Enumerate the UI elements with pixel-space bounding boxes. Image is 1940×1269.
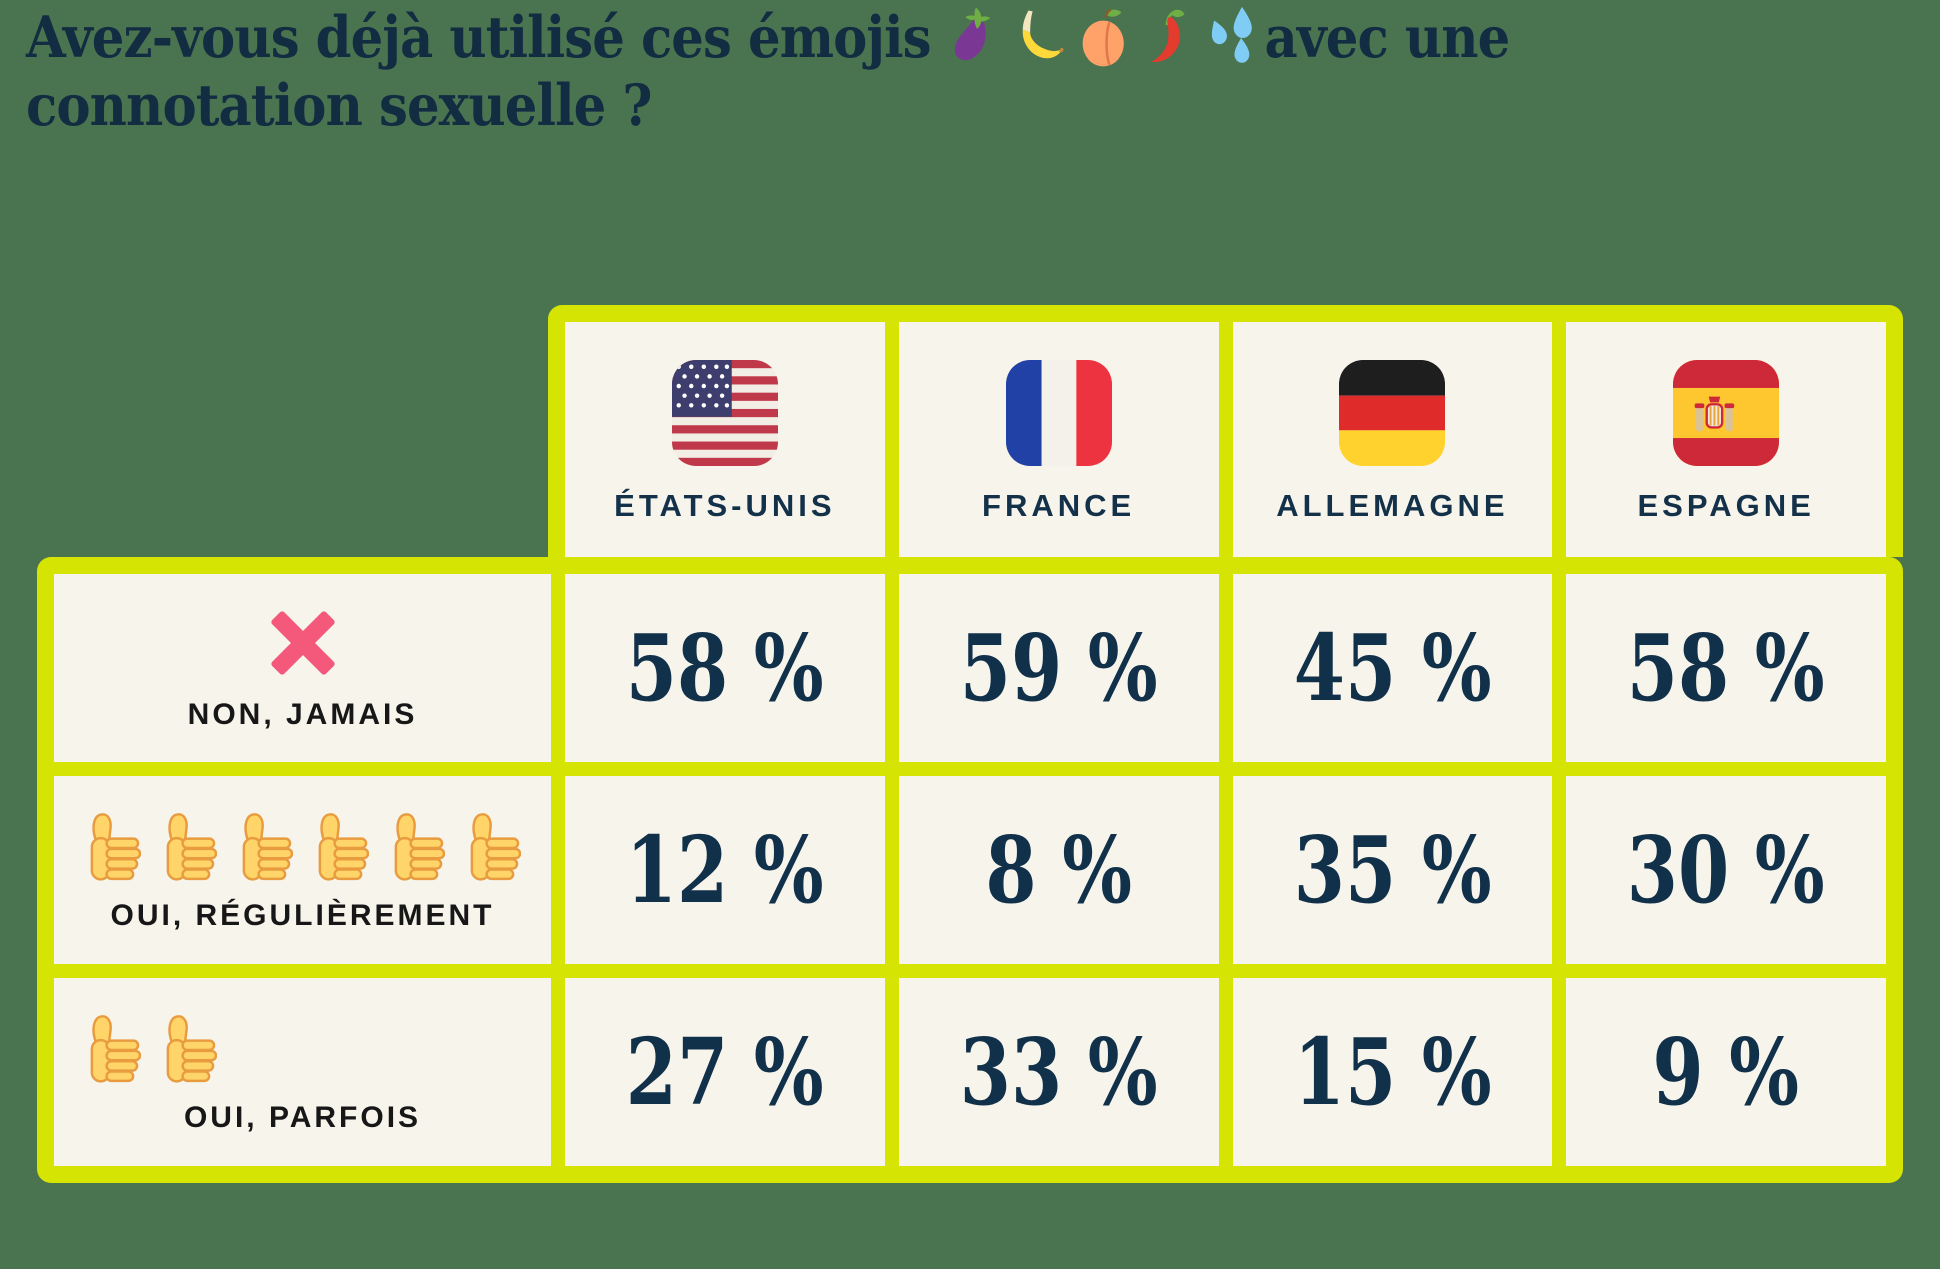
title-line-1: Avez-vous déjà utilisé ces émojis <box>26 4 1511 72</box>
value-text: 33 % <box>959 1018 1158 1126</box>
thumbs-up-icon <box>166 813 217 881</box>
value-oui-regulierement-etats-unis: 12 % <box>565 776 885 964</box>
thumbs-up-icon <box>166 1015 217 1083</box>
value-non-jamais-france: 59 % <box>898 574 1219 762</box>
column-header-label: ALLEMAGNE <box>1276 487 1509 523</box>
thumbs-up-icon <box>394 813 445 881</box>
thumbs-up-icon <box>90 1015 141 1083</box>
page-title: Avez-vous déjà utilisé ces émojis <box>26 4 1674 140</box>
value-oui-regulierement-espagne: 30 % <box>1566 776 1886 964</box>
value-oui-parfois-espagne: 9 % <box>1566 978 1886 1166</box>
value-text: 8 % <box>985 816 1133 924</box>
us-flag-icon <box>671 359 778 466</box>
value-text: 35 % <box>1293 816 1492 924</box>
value-text: 58 % <box>1627 614 1826 722</box>
row-header-oui-parfois: OUI, PARFOIS <box>54 978 551 1166</box>
cross-mark-icon <box>264 604 342 682</box>
value-text: 58 % <box>625 614 824 722</box>
column-header-label: FRANCE <box>982 487 1136 523</box>
peach-icon <box>1082 8 1125 67</box>
value-oui-parfois-allemagne: 15 % <box>1232 978 1553 1166</box>
row-label: OUI, RÉGULIÈREMENT <box>110 899 495 932</box>
eggplant-icon <box>954 7 991 61</box>
value-text: 30 % <box>1627 816 1826 924</box>
table-column-headers: ÉTATS-UNIS FRANCE ALLEMAGNE <box>548 305 1903 557</box>
value-text: 15 % <box>1293 1018 1492 1126</box>
row-label: NON, JAMAIS <box>187 698 418 731</box>
thumbs-up-icon <box>242 813 293 881</box>
thumbs-up-icon-row <box>54 807 551 883</box>
value-text: 12 % <box>625 816 824 924</box>
title-text-before: Avez-vous déjà utilisé ces émojis <box>26 4 932 71</box>
germany-flag-icon <box>1339 359 1446 466</box>
row-header-non-jamais: NON, JAMAIS <box>54 574 551 762</box>
column-header-espagne: ESPAGNE <box>1566 322 1886 557</box>
title-text-after: avec une <box>1264 4 1511 71</box>
value-non-jamais-espagne: 58 % <box>1566 574 1886 762</box>
value-oui-parfois-etats-unis: 27 % <box>565 978 885 1166</box>
sweat-droplets-icon <box>1212 6 1252 63</box>
value-oui-regulierement-allemagne: 35 % <box>1232 776 1553 964</box>
row-header-oui-regulierement: OUI, RÉGULIÈREMENT <box>54 776 551 964</box>
thumbs-up-icon <box>470 813 521 881</box>
column-header-france: FRANCE <box>898 322 1219 557</box>
title-line-2: connotation sexuelle ? <box>26 72 652 139</box>
value-non-jamais-etats-unis: 58 % <box>565 574 885 762</box>
value-text: 45 % <box>1293 614 1492 722</box>
row-label: OUI, PARFOIS <box>183 1101 422 1134</box>
value-text: 59 % <box>959 614 1158 722</box>
column-header-label: ESPAGNE <box>1637 487 1815 523</box>
thumbs-up-icon <box>90 813 141 881</box>
table-body: NON, JAMAIS 58 % 59 % 45 % 58 % <box>37 557 1903 1183</box>
thumbs-up-icon <box>318 813 369 881</box>
column-header-label: ÉTATS-UNIS <box>614 487 836 523</box>
value-non-jamais-allemagne: 45 % <box>1232 574 1553 762</box>
thumbs-up-icon-row <box>54 1009 551 1085</box>
value-oui-regulierement-france: 8 % <box>898 776 1219 964</box>
banana-icon <box>1022 10 1064 59</box>
hot-pepper-icon <box>1151 9 1185 63</box>
spain-flag-icon <box>1673 359 1780 466</box>
column-header-allemagne: ALLEMAGNE <box>1232 322 1553 557</box>
value-text: 27 % <box>625 1018 824 1126</box>
value-text: 9 % <box>1652 1018 1800 1126</box>
column-header-etats-unis: ÉTATS-UNIS <box>565 322 885 557</box>
france-flag-icon <box>1005 359 1112 466</box>
value-oui-parfois-france: 33 % <box>898 978 1219 1166</box>
